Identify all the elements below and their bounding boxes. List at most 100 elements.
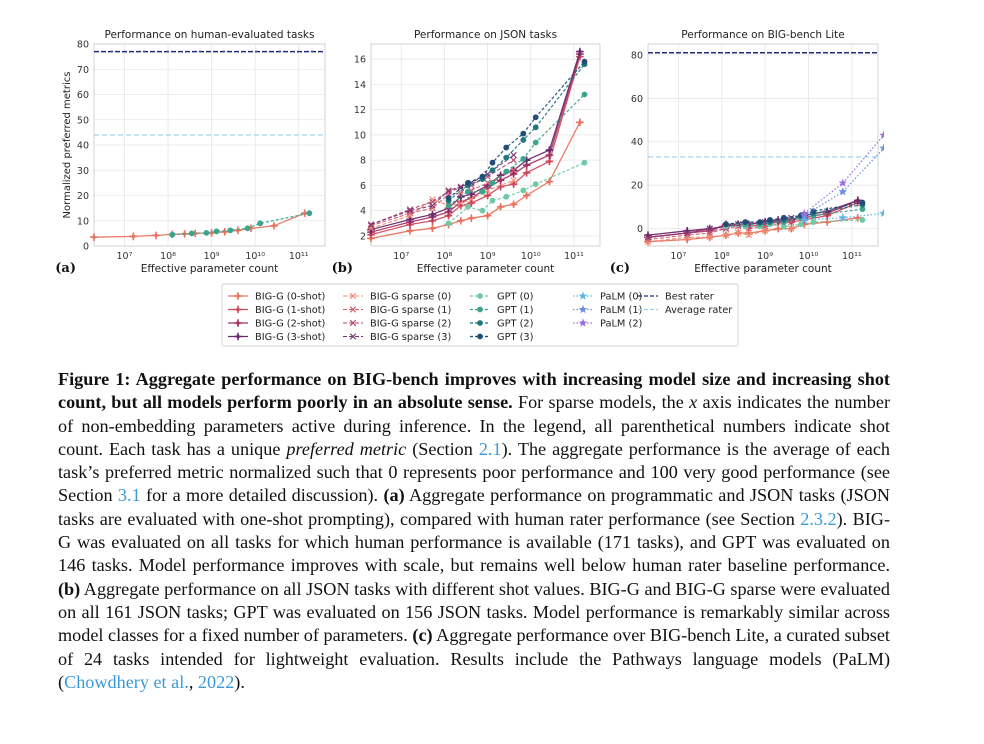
data-point-gpt-3 — [489, 159, 496, 166]
legend-marker — [477, 320, 483, 326]
y-tick-label: 60 — [631, 94, 643, 105]
legend-marker-center — [236, 334, 240, 339]
data-point-gpt-1 — [464, 188, 471, 195]
data-point-big-g-sparse-2 — [510, 156, 517, 164]
legend-marker — [349, 306, 357, 313]
data-point-big-g-sparse-1 — [484, 179, 491, 187]
data-point-big-g-0-shot-center — [408, 229, 412, 233]
caption-preferred-metric: preferred metric — [286, 438, 407, 459]
data-point-big-g-sparse-0 — [788, 225, 795, 232]
data-point-gpt-1 — [203, 229, 210, 236]
legend-marker — [477, 306, 483, 313]
series-line-palm-1 — [803, 147, 884, 217]
legend-frame — [221, 283, 739, 347]
x-tick-label: 10⁸ — [160, 251, 176, 262]
plot-area — [648, 44, 878, 246]
data-point-gpt-0 — [780, 223, 787, 230]
data-point-big-g-3-shot-center — [408, 217, 412, 222]
legend-label: GPT (2) — [497, 319, 533, 330]
data-point-gpt-2 — [532, 124, 539, 131]
section-link-2-3-2[interactable]: 2.3.2 — [800, 508, 837, 529]
data-point-big-g-3-shot-center — [430, 212, 435, 217]
legend: BIG-G (0-shot) BIG-G sparse (0) GPT (0) PaL… — [221, 283, 739, 347]
data-point-big-g-3-shot-center — [547, 148, 552, 152]
legend-marker-center — [236, 321, 240, 325]
data-point-big-g-sparse-3 — [644, 234, 652, 241]
data-point-palm-0 — [838, 213, 848, 222]
caption-bold-summary: Aggregate performance on BIG-bench impro… — [58, 369, 890, 413]
x-tick-label: 10⁹ — [480, 251, 496, 262]
data-point-big-g-0-shot-center — [272, 224, 276, 228]
legend-label: BIG-G sparse (2) — [370, 319, 451, 330]
panel-letter: (b) — [332, 261, 353, 276]
series-group — [90, 209, 313, 241]
legend-label: BIG-G (0-shot) — [255, 292, 325, 303]
data-point-big-g-sparse-3 — [457, 183, 465, 190]
section-link-2-1[interactable]: 2.1 — [478, 438, 502, 459]
data-point-big-g-0-shot-center — [92, 235, 96, 239]
data-point-palm-0 — [879, 208, 884, 218]
data-point-big-g-2-shot-center — [547, 153, 552, 157]
legend-label: BIG-G (3-shot) — [255, 332, 325, 343]
data-point-gpt-0 — [859, 217, 866, 223]
x-tick-label: 10⁹ — [757, 251, 773, 262]
y-tick-label: 6 — [360, 181, 366, 192]
data-point-big-g-1-shot-center — [469, 201, 474, 205]
data-point-big-g-1-shot-center — [485, 193, 490, 198]
y-tick-label: 80 — [631, 50, 643, 61]
legend-label: BIG-G sparse (0) — [370, 292, 451, 303]
x-tick-label: 10⁸ — [436, 251, 452, 262]
citation-link[interactable]: Chowdhery et al. — [64, 671, 189, 692]
data-point-gpt-1 — [188, 230, 195, 237]
data-point-gpt-3 — [532, 114, 539, 121]
series-line-big-g-sparse-0 — [647, 228, 792, 243]
x-tick-label: 10⁷ — [117, 251, 133, 262]
data-point-gpt-0 — [520, 187, 527, 194]
y-tick-label: 14 — [354, 80, 366, 91]
x-tick-label: 10⁹ — [204, 251, 220, 262]
y-tick-label: 80 — [77, 40, 89, 51]
x-tick-label: 10¹⁰ — [799, 251, 819, 262]
legend-marker — [349, 292, 357, 300]
data-point-gpt-1 — [227, 227, 234, 234]
data-point-big-g-sparse-2 — [445, 188, 452, 195]
legend-label: BIG-G (2-shot) — [255, 319, 325, 330]
series-group — [367, 47, 588, 243]
figure-caption: Figure 1: Aggregate performance on BIG-b… — [58, 368, 890, 694]
data-point-big-g-sparse-3 — [445, 187, 452, 194]
y-tick-label: 50 — [77, 115, 89, 126]
section-link-3-1[interactable]: 3.1 — [117, 485, 141, 506]
legend-marker — [477, 293, 483, 299]
data-point-big-g-sparse-0 — [745, 231, 752, 239]
caption-panel-b: (b) — [58, 578, 81, 599]
data-point-gpt-1 — [244, 225, 251, 232]
data-point-big-g-sparse-3 — [367, 221, 375, 228]
citation-year-link[interactable]: 2022 — [197, 671, 235, 692]
data-point-gpt-1 — [479, 188, 486, 195]
data-point-gpt-2 — [503, 154, 510, 161]
data-point-palm-0 — [799, 215, 809, 224]
y-tick-label: 16 — [354, 55, 366, 66]
data-point-big-g-2-shot-center — [498, 178, 503, 183]
caption-x-variable: x — [689, 392, 698, 413]
data-point-big-g-0-shot-center — [459, 218, 463, 223]
caption-text: Aggregate performance on all JSON tasks … — [58, 578, 890, 646]
axes-frame — [647, 43, 879, 247]
series-group — [644, 130, 884, 246]
data-point-big-g-0-shot-center — [547, 179, 552, 184]
x-axis-label: Effective parameter count — [417, 263, 555, 275]
x-tick-label: 10¹⁰ — [521, 251, 541, 262]
data-point-gpt-3 — [479, 173, 486, 180]
data-point-big-g-1-shot-center — [524, 170, 529, 175]
panel-letter: (a) — [55, 261, 76, 276]
legend-label: PaLM (1) — [600, 305, 642, 316]
panel-title: Performance on human-evaluated tasks — [105, 29, 315, 41]
data-point-big-g-1-shot-center — [547, 159, 552, 164]
data-point-gpt-1 — [503, 168, 510, 175]
legend-label: GPT (1) — [497, 305, 533, 316]
y-tick-label: 20 — [77, 191, 89, 202]
data-point-big-g-sparse-3 — [683, 229, 691, 237]
legend-marker — [578, 291, 588, 300]
caption-text: (Section — [406, 438, 479, 459]
data-point-gpt-1 — [169, 231, 176, 238]
